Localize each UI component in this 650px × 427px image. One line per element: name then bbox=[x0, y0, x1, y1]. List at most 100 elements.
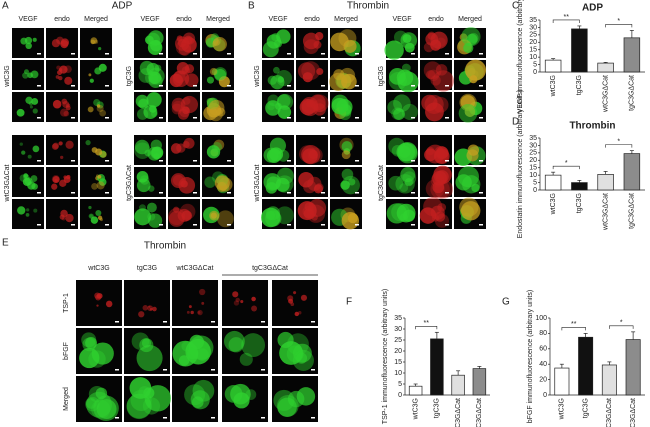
cell-signal bbox=[302, 148, 318, 164]
scale-bar bbox=[261, 369, 265, 371]
cell-signal bbox=[138, 98, 149, 110]
cell-signal bbox=[20, 37, 28, 45]
scale-bar bbox=[71, 160, 75, 162]
row-label: wtC3GΔCat bbox=[254, 164, 261, 202]
cell-signal bbox=[146, 202, 157, 213]
cell-signal bbox=[85, 337, 98, 349]
scale-bar bbox=[211, 321, 215, 323]
cell-signal bbox=[459, 33, 468, 42]
cell-signal bbox=[148, 185, 155, 192]
y-tick-label: 20 bbox=[539, 376, 547, 383]
cell-signal bbox=[297, 62, 316, 80]
cell-signal bbox=[148, 71, 162, 84]
y-tick-label: 0 bbox=[543, 392, 547, 399]
cell-signal bbox=[179, 106, 191, 118]
row-label: tgC3G bbox=[126, 66, 133, 86]
scale-bar bbox=[37, 53, 41, 55]
cell-signal bbox=[19, 142, 23, 146]
scale-bar bbox=[321, 192, 325, 194]
scale-bar bbox=[311, 417, 315, 419]
cell-signal bbox=[146, 92, 162, 108]
column-header: Merged bbox=[458, 16, 482, 23]
scale-bar bbox=[287, 85, 291, 87]
cell-signal bbox=[341, 141, 353, 152]
panel-letter: B bbox=[248, 1, 255, 12]
row-label: tgC3G bbox=[378, 66, 385, 86]
y-tick-label: 15 bbox=[529, 47, 537, 54]
cell-signal bbox=[206, 145, 221, 159]
y-tick-label: 20 bbox=[529, 39, 537, 46]
cell-signal bbox=[402, 34, 412, 43]
cell-signal bbox=[86, 391, 112, 418]
cell-signal bbox=[152, 306, 157, 312]
cell-signal bbox=[218, 76, 230, 88]
scale-bar bbox=[479, 192, 483, 194]
significance-bracket bbox=[605, 144, 633, 148]
cell-signal bbox=[23, 174, 30, 181]
scale-bar bbox=[163, 417, 167, 419]
scale-bar bbox=[311, 369, 315, 371]
y-tick-label: 25 bbox=[529, 32, 537, 39]
scale-bar bbox=[71, 117, 75, 119]
cell-signal bbox=[105, 300, 113, 308]
scale-bar bbox=[193, 53, 197, 55]
cell-signal bbox=[235, 297, 240, 303]
cell-signal bbox=[316, 68, 324, 76]
cell-signal bbox=[61, 216, 66, 221]
cell-signal bbox=[171, 103, 183, 115]
significance-bracket bbox=[561, 327, 586, 331]
cell-signal bbox=[58, 141, 63, 146]
cell-signal bbox=[212, 36, 227, 52]
cell-signal bbox=[98, 47, 102, 51]
cell-signal bbox=[467, 144, 480, 156]
panel-letter: C bbox=[512, 1, 519, 12]
cell-signal bbox=[251, 305, 258, 312]
y-tick-label: 10 bbox=[529, 172, 537, 179]
cell-signal bbox=[265, 100, 281, 116]
cell-signal bbox=[425, 32, 439, 46]
scale-bar bbox=[311, 321, 315, 323]
scale-bar bbox=[261, 417, 265, 419]
cell-signal bbox=[459, 197, 479, 217]
cell-signal bbox=[88, 350, 106, 368]
scale-bar bbox=[105, 160, 109, 162]
cell-signal bbox=[343, 39, 357, 53]
scale-bar bbox=[227, 160, 231, 162]
scale-bar bbox=[227, 53, 231, 55]
cell-signal bbox=[27, 154, 32, 159]
x-tick-label: tgC3GΔCat bbox=[630, 398, 637, 427]
cell-signal bbox=[348, 178, 356, 186]
cell-signal bbox=[90, 216, 99, 224]
cell-signal bbox=[95, 148, 103, 156]
cell-signal bbox=[51, 183, 58, 190]
scale-bar bbox=[411, 224, 415, 226]
cell-signal bbox=[88, 205, 92, 210]
cell-signal bbox=[307, 147, 323, 163]
scale-bar bbox=[411, 53, 415, 55]
cell-signal bbox=[458, 104, 478, 123]
panel-letter: F bbox=[346, 297, 352, 308]
micrograph bbox=[272, 280, 318, 326]
significance-label: * bbox=[565, 160, 568, 167]
cell-signal bbox=[59, 65, 68, 74]
cell-signal bbox=[240, 299, 244, 304]
cell-signal bbox=[404, 42, 415, 53]
cell-signal bbox=[26, 208, 30, 212]
scale-bar bbox=[321, 85, 325, 87]
cell-signal bbox=[209, 210, 219, 221]
y-tick-label: 35 bbox=[529, 17, 537, 24]
cell-signal bbox=[148, 305, 151, 308]
cell-signal bbox=[276, 29, 291, 44]
cell-signal bbox=[277, 105, 292, 119]
scale-bar bbox=[227, 192, 231, 194]
y-tick-label: 30 bbox=[529, 142, 537, 149]
scale-bar bbox=[355, 224, 359, 226]
cell-signal bbox=[464, 59, 487, 81]
cell-signal bbox=[301, 96, 319, 114]
scale-bar bbox=[411, 160, 415, 162]
cell-signal bbox=[241, 333, 266, 357]
scale-bar bbox=[71, 85, 75, 87]
scale-bar bbox=[159, 160, 163, 162]
scale-bar bbox=[321, 117, 325, 119]
